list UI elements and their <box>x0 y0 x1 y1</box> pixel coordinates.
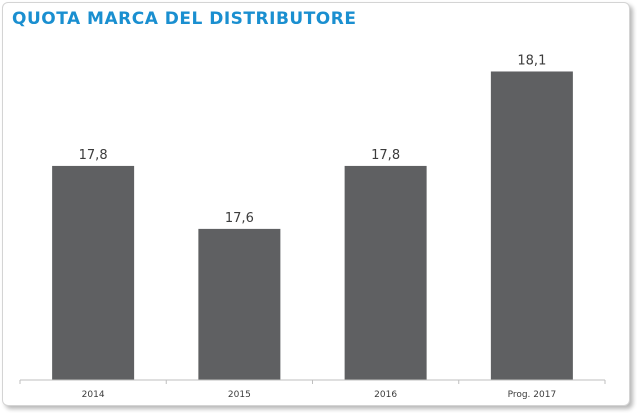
value-label-2: 17,8 <box>371 148 400 163</box>
value-label-0: 17,8 <box>79 148 108 163</box>
bar-3 <box>490 71 573 381</box>
bar-1 <box>198 228 281 380</box>
tick-label-3: Prog. 2017 <box>508 390 557 400</box>
value-label-1: 17,6 <box>225 211 254 226</box>
chart-title: QUOTA MARCA DEL DISTRIBUTORE <box>12 9 357 29</box>
bar-2 <box>344 165 427 380</box>
tick-label-2: 2016 <box>374 390 397 400</box>
tick-label-1: 2015 <box>228 390 251 400</box>
bar-0 <box>52 165 135 380</box>
tick-label-0: 2014 <box>82 390 105 400</box>
value-label-3: 18,1 <box>517 53 546 68</box>
